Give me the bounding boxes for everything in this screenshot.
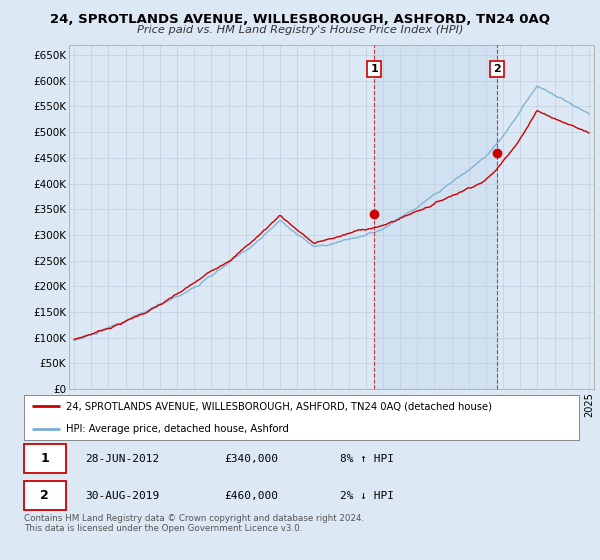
Text: 30-AUG-2019: 30-AUG-2019 xyxy=(85,491,160,501)
Text: £340,000: £340,000 xyxy=(224,454,278,464)
Text: Price paid vs. HM Land Registry's House Price Index (HPI): Price paid vs. HM Land Registry's House … xyxy=(137,25,463,35)
Text: 8% ↑ HPI: 8% ↑ HPI xyxy=(340,454,394,464)
Text: HPI: Average price, detached house, Ashford: HPI: Average price, detached house, Ashf… xyxy=(65,424,289,434)
Text: 2: 2 xyxy=(40,489,49,502)
Text: 24, SPROTLANDS AVENUE, WILLESBOROUGH, ASHFORD, TN24 0AQ: 24, SPROTLANDS AVENUE, WILLESBOROUGH, AS… xyxy=(50,13,550,26)
Text: 2% ↓ HPI: 2% ↓ HPI xyxy=(340,491,394,501)
FancyBboxPatch shape xyxy=(24,445,65,473)
FancyBboxPatch shape xyxy=(24,482,65,510)
Text: 1: 1 xyxy=(40,452,49,465)
Text: £460,000: £460,000 xyxy=(224,491,278,501)
Text: 2: 2 xyxy=(493,64,501,74)
Text: 28-JUN-2012: 28-JUN-2012 xyxy=(85,454,160,464)
Text: 1: 1 xyxy=(370,64,378,74)
Text: 24, SPROTLANDS AVENUE, WILLESBOROUGH, ASHFORD, TN24 0AQ (detached house): 24, SPROTLANDS AVENUE, WILLESBOROUGH, AS… xyxy=(65,402,491,412)
Text: Contains HM Land Registry data © Crown copyright and database right 2024.
This d: Contains HM Land Registry data © Crown c… xyxy=(24,514,364,534)
